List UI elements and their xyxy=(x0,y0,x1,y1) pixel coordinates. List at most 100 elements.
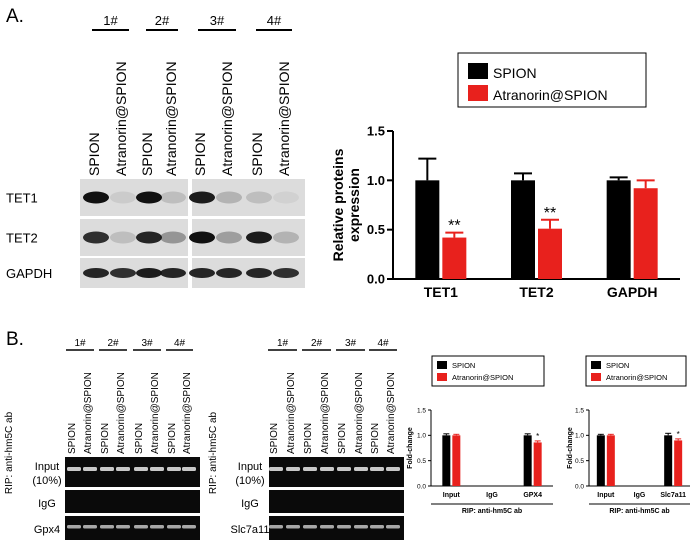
lane-label: Atranorin@SPION xyxy=(163,61,179,176)
lane-label: SPION xyxy=(269,423,280,454)
x-category-label: Input xyxy=(443,492,461,499)
bar xyxy=(442,435,451,486)
blot-band xyxy=(216,268,242,278)
blot-band xyxy=(273,191,299,204)
panel-label-b: B. xyxy=(6,329,24,350)
panel-label-a: A. xyxy=(6,6,24,27)
blot-band xyxy=(110,268,136,278)
legend-swatch xyxy=(591,373,601,381)
lane-label: Atranorin@SPION xyxy=(150,372,161,454)
lane-label: SPION xyxy=(86,132,102,176)
group-label: 3# xyxy=(345,338,357,349)
gel-band xyxy=(370,467,384,471)
legend-box xyxy=(431,355,545,387)
legend-label: SPION xyxy=(452,361,475,370)
row-label: Input xyxy=(35,461,59,473)
x-category-label: GAPDH xyxy=(607,284,658,300)
lane-label: Atranorin@SPION xyxy=(219,61,235,176)
row-label: Gpx4 xyxy=(34,524,60,536)
group-label: 1# xyxy=(74,338,86,349)
blot-band xyxy=(83,268,109,278)
group-label: 2# xyxy=(311,338,323,349)
bar-chart-protein-expression: 0.0 0.5 1.0 1.5 Relative proteins expression *… xyxy=(330,52,680,300)
group-label: 4# xyxy=(174,338,186,349)
significance-mark: ** xyxy=(448,218,460,235)
gel-band xyxy=(269,525,283,529)
x-category-label: Slc7a11 xyxy=(660,492,686,499)
bar xyxy=(606,180,631,279)
x-category-label: TET1 xyxy=(424,284,458,300)
gel-band xyxy=(134,467,148,471)
gel-band xyxy=(286,525,300,529)
blot-band xyxy=(246,191,272,204)
y-tick-label: 1.5 xyxy=(417,407,426,414)
gel-band xyxy=(269,467,283,471)
bar xyxy=(674,440,683,486)
y-tick-label: 1.0 xyxy=(575,433,584,440)
x-category-label: IgG xyxy=(486,492,498,499)
gel-panel xyxy=(65,457,200,487)
gel-band xyxy=(386,467,400,471)
group-label: 2# xyxy=(155,13,170,28)
bar xyxy=(533,442,542,486)
significance-mark: ** xyxy=(544,205,556,222)
lane-label: SPION xyxy=(139,132,155,176)
x-axis-label: RIP: anti-hm5C ab xyxy=(462,508,522,515)
gel-band xyxy=(354,525,368,529)
blot-band xyxy=(246,268,272,278)
gel-band xyxy=(150,467,164,471)
legend-swatch xyxy=(468,63,488,79)
gel-band xyxy=(116,467,130,471)
x-axis-label: RIP: anti-hm5C ab xyxy=(609,508,669,515)
gel-band xyxy=(337,525,351,529)
lane-label: SPION xyxy=(134,423,145,454)
y-tick-label: 1.0 xyxy=(367,173,385,188)
group-label: 2# xyxy=(107,338,119,349)
western-blot-a: 1# 2# 3# 4# SPION Atranorin@SPION SPION Atranor… xyxy=(6,13,305,288)
gel-band xyxy=(67,525,81,529)
group-label: 1# xyxy=(103,13,118,28)
lane-label: Atranorin@SPION xyxy=(276,61,292,176)
blot-band xyxy=(189,268,215,278)
row-label: (10%) xyxy=(32,475,61,487)
significance-mark: * xyxy=(677,430,680,439)
side-label: RIP: anti-hm5C ab xyxy=(208,411,219,494)
y-axis-label: Fold-change xyxy=(567,427,574,469)
lane-label: SPION xyxy=(100,423,111,454)
gel-band xyxy=(386,525,400,529)
lane-label: SPION xyxy=(303,423,314,454)
legend-swatch xyxy=(437,361,447,369)
blot-band xyxy=(83,191,109,204)
y-tick-label: 1.5 xyxy=(575,407,584,414)
bar xyxy=(511,180,535,279)
gel-band xyxy=(167,525,181,529)
legend-label: Atranorin@SPION xyxy=(493,87,608,103)
y-tick-label: 1.0 xyxy=(417,433,426,440)
rip-blot-gpx4: 1# 2# 3# 4# SPION Atranorin@SPION SPION Atranor… xyxy=(4,338,200,540)
lane-label: Atranorin@SPION xyxy=(83,372,94,454)
group-label: 1# xyxy=(277,338,289,349)
row-label: (10%) xyxy=(235,475,264,487)
lane-label: SPION xyxy=(337,423,348,454)
gel-band xyxy=(182,525,196,529)
blot-band xyxy=(160,231,186,244)
group-label: 3# xyxy=(141,338,153,349)
y-tick-label: 0.5 xyxy=(417,458,426,465)
lane-label: Atranorin@SPION xyxy=(286,372,297,454)
blot-band xyxy=(189,231,215,244)
row-label: Slc7a11 xyxy=(231,524,270,536)
gel-band xyxy=(303,467,317,471)
row-label: GAPDH xyxy=(6,266,52,281)
row-label: IgG xyxy=(38,498,56,510)
gel-band xyxy=(150,525,164,529)
legend-box xyxy=(585,355,687,387)
row-label: Input xyxy=(238,461,262,473)
blot-band xyxy=(216,231,242,244)
gel-panel xyxy=(269,490,404,513)
bar xyxy=(538,228,562,279)
gel-panel xyxy=(65,490,200,513)
gel-band xyxy=(67,467,81,471)
lane-label: SPION xyxy=(167,423,178,454)
blot-band xyxy=(273,268,299,278)
